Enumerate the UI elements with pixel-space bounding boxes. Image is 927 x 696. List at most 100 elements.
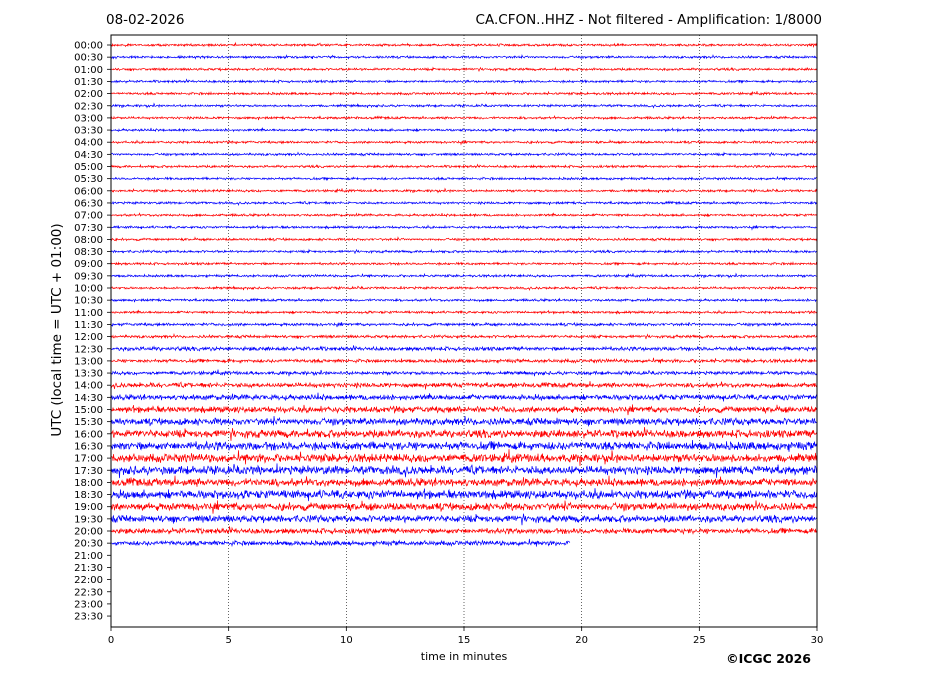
trace-0530 [110,176,817,182]
y-tick-label: 22:00 [74,575,103,586]
y-tick-label: 12:00 [74,332,103,343]
x-tick-label: 25 [693,635,706,646]
trace-1000 [110,285,818,292]
y-tick-label: 12:30 [74,344,103,355]
y-tick-label: 15:00 [74,405,103,416]
trace-1400 [110,381,818,390]
x-tick-label: 0 [108,635,114,646]
y-tick-label: 03:30 [74,126,103,137]
chart-title: CA.CFON..HHZ - Not filtered - Amplificat… [475,12,822,28]
y-tick-label: 14:00 [74,381,103,392]
y-tick-label: 10:00 [74,284,103,295]
trace-1230 [110,345,818,353]
y-tick-label: 18:00 [74,478,103,489]
copyright-label: ©ICGC 2026 [726,651,811,666]
trace-0400 [110,138,818,146]
trace-0200 [111,90,818,97]
y-tick-label: 04:00 [74,138,103,149]
y-tick-label: 08:00 [74,235,103,246]
y-tick-label: 17:30 [74,466,103,477]
y-tick-label: 11:30 [74,320,103,331]
y-tick-label: 01:30 [74,77,103,88]
y-tick-label: 00:00 [74,41,103,52]
x-tick-label: 10 [340,635,353,646]
trace-1500 [110,404,818,416]
y-tick-label: 17:00 [74,454,103,465]
y-tick-label: 19:30 [74,514,103,525]
trace-1930 [110,513,818,526]
trace-1200 [110,332,817,340]
trace-0130 [110,78,818,84]
trace-0500 [111,163,818,169]
y-tick-label: 07:30 [74,223,103,234]
date-label: 08-02-2026 [106,12,185,28]
y-tick-label: 18:30 [74,490,103,501]
trace-1100 [110,309,818,315]
y-tick-label: 06:00 [74,186,103,197]
trace-2030 [110,538,571,548]
y-tick-label: 00:30 [74,53,103,64]
trace-1300 [110,357,818,364]
y-tick-label: 23:00 [74,599,103,610]
y-tick-label: 16:00 [74,429,103,440]
y-tick-label: 01:00 [74,65,103,76]
trace-0930 [111,272,818,279]
y-tick-label: 09:00 [74,259,103,270]
y-tick-label: 04:30 [74,150,103,161]
y-tick-label: 13:00 [74,356,103,367]
trace-1330 [110,369,818,377]
trace-1700 [110,449,818,466]
trace-0230 [110,102,818,109]
trace-1800 [110,475,817,488]
trace-1600 [110,426,818,441]
trace-0000 [110,41,818,49]
trace-0700 [110,212,818,218]
trace-0830 [111,248,818,255]
y-tick-label: 14:30 [74,393,103,404]
y-tick-label: 23:30 [74,612,103,623]
y-tick-label: 15:30 [74,417,103,428]
trace-0800 [110,236,818,242]
y-tick-label: 16:30 [74,441,103,452]
trace-0100 [110,66,818,72]
seismogram-traces [110,41,818,548]
x-tick-label: 20 [575,635,588,646]
trace-0900 [110,261,818,267]
y-tick-label: 19:00 [74,502,103,513]
y-tick-label: 10:30 [74,296,103,307]
vertical-gridlines [228,35,700,627]
y-tick-label: 13:30 [74,369,103,380]
x-axis-ticks: 0 5 10 15 20 25 30 [108,627,824,646]
trace-1730 [110,463,818,479]
y-tick-label: 20:30 [74,539,103,550]
plot-frame [110,34,818,628]
y-tick-label: 08:30 [74,247,103,258]
trace-0030 [110,53,818,60]
x-tick-label: 5 [225,635,231,646]
trace-1900 [110,500,818,514]
y-tick-label: 07:00 [74,211,103,222]
trace-1830 [110,488,818,502]
y-tick-label: 20:00 [74,527,103,538]
y-tick-label: 11:00 [74,308,103,319]
trace-0600 [110,187,818,194]
y-axis-label: UTC (local time = UTC + 01:00) [49,223,65,437]
y-tick-label: 03:00 [74,113,103,124]
x-axis-label: time in minutes [420,650,508,663]
x-tick-label: 30 [811,635,824,646]
y-tick-label: 09:30 [74,271,103,282]
y-tick-label: 05:30 [74,174,103,185]
x-tick-label: 15 [458,635,471,646]
trace-1630 [111,439,818,452]
trace-1430 [110,392,818,402]
y-tick-label: 22:30 [74,587,103,598]
trace-0430 [110,151,818,157]
trace-0630 [110,200,818,207]
trace-2000 [110,526,818,536]
trace-0330 [110,127,818,133]
y-tick-label: 21:00 [74,551,103,562]
trace-0300 [110,115,818,121]
y-tick-label: 21:30 [74,563,103,574]
